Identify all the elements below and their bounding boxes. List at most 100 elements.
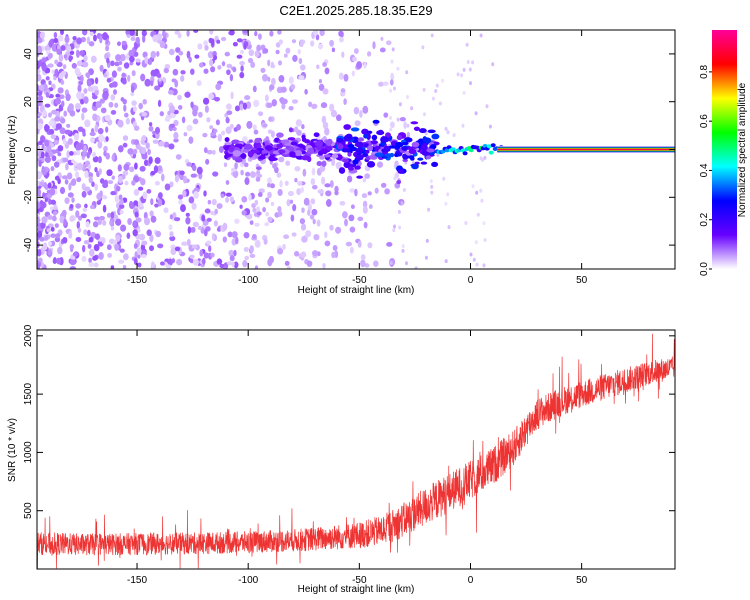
spectrogram-cell (313, 132, 320, 138)
spectrogram-cell (488, 150, 494, 155)
spectrogram-cell (325, 199, 332, 207)
spectrogram-cell (118, 204, 125, 209)
spectrogram-cell (441, 78, 444, 83)
spectrogram-cell (60, 30, 64, 35)
spectrogram-cell (146, 189, 152, 194)
spectrogram-cell (44, 139, 50, 147)
spectrogram-cell (474, 111, 478, 116)
spectrogram-cell (47, 214, 53, 220)
spectrogram-cell (239, 60, 245, 66)
spectrogram-cell (121, 72, 126, 78)
spectrogram-cell (110, 265, 115, 269)
spectrogram-cell (288, 145, 295, 153)
spectrogram-cell (254, 222, 260, 227)
spectrogram-cell (286, 199, 291, 207)
spectrogram-cell (303, 197, 310, 206)
snr-x-label: Height of straight line (km) (298, 584, 415, 595)
spectrogram-cell (374, 152, 384, 158)
spectrogram-cell (234, 162, 238, 170)
spectrogram-cell (267, 59, 271, 67)
spectrogram-cell (61, 100, 65, 108)
spectrogram-cell (276, 132, 284, 138)
spectrogram-cell (52, 258, 57, 264)
spectrogram-cell (58, 54, 64, 62)
spectrogram-cell (465, 42, 469, 47)
spectrogram-cell (75, 203, 82, 209)
spectrogram-cell (361, 128, 369, 135)
spectrogram-cell (55, 93, 61, 98)
spectrogram-cell (382, 81, 389, 86)
spectrogram-cell (239, 148, 245, 154)
spectrogram-cell (401, 146, 408, 151)
spectrogram-cell (157, 99, 162, 108)
spectrogram-cell (180, 204, 186, 213)
spectrogram-cell (105, 45, 110, 52)
spectrogram-cell (248, 49, 255, 57)
spectrogram-cell (130, 91, 135, 97)
spectrogram-cell (41, 57, 48, 63)
spectrogram-cell (72, 251, 79, 257)
spectrogram-cell (173, 119, 179, 126)
spectrogram-cell (102, 93, 109, 101)
spectrogram-cell (462, 90, 466, 95)
spectrogram-cell (227, 231, 233, 238)
spectrogram-cell (262, 123, 268, 128)
spectrogram-cell (221, 61, 226, 67)
spectrogram-y-label: Frequency (Hz) (7, 116, 18, 185)
x-tick-label: -50 (352, 575, 367, 586)
spectrogram-cell (466, 60, 470, 64)
spectrogram-cell (472, 257, 476, 262)
spectrogram-cell (54, 175, 60, 181)
spectrogram-cell (225, 103, 232, 110)
spectrogram-cell (99, 35, 103, 44)
spectrogram-cell (236, 38, 243, 43)
spectrogram-cell (291, 39, 297, 44)
x-tick-label: 0 (468, 275, 474, 286)
spectrogram-cell (370, 140, 378, 145)
spectrogram-cell (81, 112, 85, 121)
spectrogram-cell (42, 109, 47, 117)
spectrogram-cell (48, 241, 52, 246)
spectrogram-cell (267, 76, 271, 82)
spectrogram-cell (62, 138, 67, 145)
spectrogram-cell (204, 105, 209, 113)
spectrogram-cell (76, 176, 82, 183)
spectrogram-cell (357, 240, 362, 248)
spectrogram-cell (37, 91, 43, 96)
spectrogram-cell (208, 92, 215, 100)
spectrogram-cell (250, 61, 256, 68)
spectrogram-cell (53, 139, 60, 145)
spectrogram-cell (272, 163, 277, 169)
spectrogram-cell (142, 191, 148, 200)
spectrogram-cell (169, 231, 174, 238)
spectrogram-cell (154, 181, 160, 186)
spectrogram-cell (92, 151, 97, 158)
spectrogram-cell (141, 30, 147, 37)
spectrogram-cell (229, 74, 234, 82)
spectrogram-cell (354, 120, 361, 127)
spectrogram-cell (153, 165, 159, 173)
spectrogram-cell (37, 201, 41, 210)
spectrogram-cell (53, 37, 59, 43)
spectrogram-cell (452, 133, 456, 138)
spectrogram-cell (171, 258, 176, 264)
spectrogram-cell (73, 132, 80, 141)
spectrogram-cell (485, 104, 489, 109)
spectrogram-cell (343, 161, 351, 169)
spectrogram-cell (391, 47, 395, 52)
spectrogram-cell (125, 30, 130, 35)
spectrogram-cell (54, 223, 59, 228)
spectrogram-cell (89, 31, 94, 37)
spectrogram-cell (289, 151, 296, 158)
spectrogram-cell (45, 91, 50, 98)
spectrogram-cell (342, 158, 350, 163)
spectrogram-cell (288, 127, 293, 133)
spectrogram-cell (184, 91, 191, 98)
spectrogram-cell (300, 64, 306, 71)
spectrogram-cell (243, 247, 249, 252)
spectrogram-cell (37, 181, 45, 187)
spectrogram-cell (308, 101, 313, 108)
spectrogram-cell (213, 128, 218, 134)
spectrogram-cell (110, 225, 115, 231)
spectrogram-cell (110, 211, 115, 219)
